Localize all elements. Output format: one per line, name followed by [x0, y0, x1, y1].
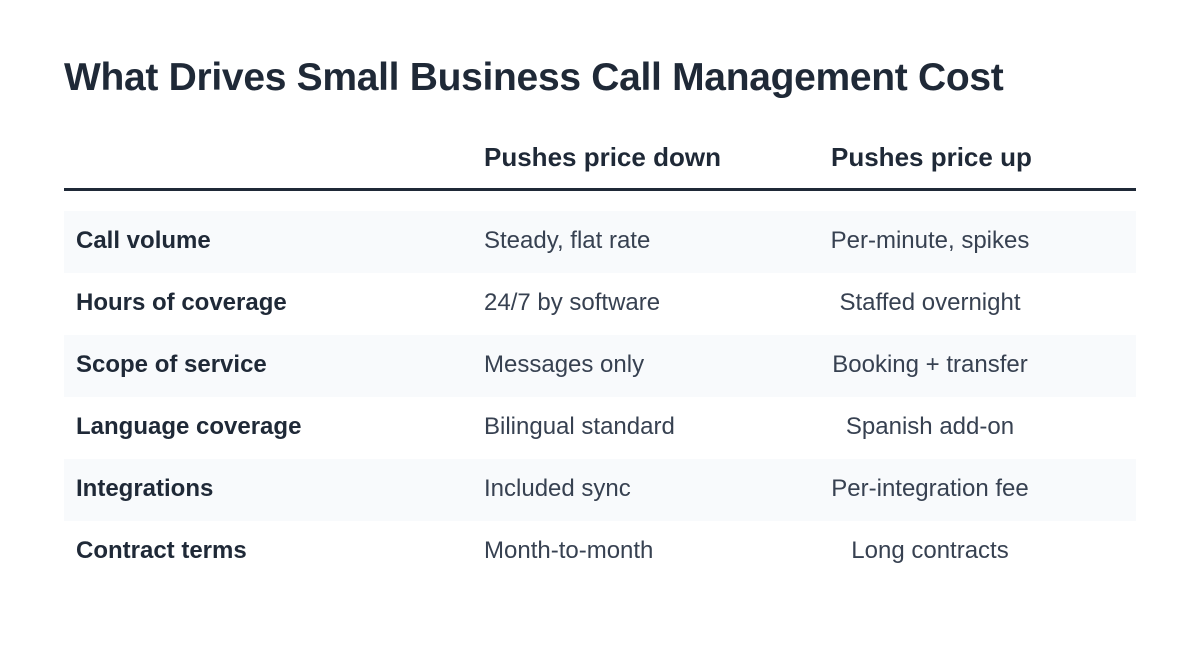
price-down-cell: Steady, flat rate	[484, 227, 651, 254]
price-up-cell: Booking + transfer	[832, 351, 1028, 378]
cost-drivers-table: Pushes price down Pushes price up Call v…	[64, 128, 1136, 583]
factor-cell: Integrations	[76, 475, 214, 502]
table-row: Scope of service Messages only Booking +…	[64, 335, 1136, 397]
price-down-cell: Bilingual standard	[484, 413, 675, 440]
column-header-price-up: Pushes price up	[831, 142, 1032, 172]
table-body: Call volume Steady, flat rate Per-minute…	[64, 211, 1136, 583]
table-header: Pushes price down Pushes price up	[64, 128, 1136, 191]
factor-cell: Hours of coverage	[76, 289, 287, 316]
table-row: Integrations Included sync Per-integrati…	[64, 459, 1136, 521]
factor-cell: Scope of service	[76, 351, 267, 378]
factor-cell: Call volume	[76, 227, 211, 254]
price-up-cell: Per-integration fee	[831, 475, 1029, 502]
factor-cell: Contract terms	[76, 537, 247, 564]
price-down-cell: Month-to-month	[484, 537, 654, 564]
table-row: Contract terms Month-to-month Long contr…	[64, 521, 1136, 583]
table-row: Language coverage Bilingual standard Spa…	[64, 397, 1136, 459]
price-down-cell: Messages only	[484, 351, 645, 378]
price-down-cell: Included sync	[484, 475, 631, 502]
price-up-cell: Per-minute, spikes	[830, 227, 1030, 254]
table-row: Hours of coverage 24/7 by software Staff…	[64, 273, 1136, 335]
price-up-cell: Spanish add-on	[845, 413, 1015, 440]
price-down-cell: 24/7 by software	[484, 289, 661, 316]
page-title: What Drives Small Business Call Manageme…	[64, 56, 1004, 99]
price-up-cell: Long contracts	[851, 537, 1009, 564]
factor-cell: Language coverage	[76, 413, 302, 440]
table-row: Call volume Steady, flat rate Per-minute…	[64, 211, 1136, 273]
price-up-cell: Staffed overnight	[839, 289, 1021, 316]
column-header-price-down: Pushes price down	[484, 142, 721, 172]
